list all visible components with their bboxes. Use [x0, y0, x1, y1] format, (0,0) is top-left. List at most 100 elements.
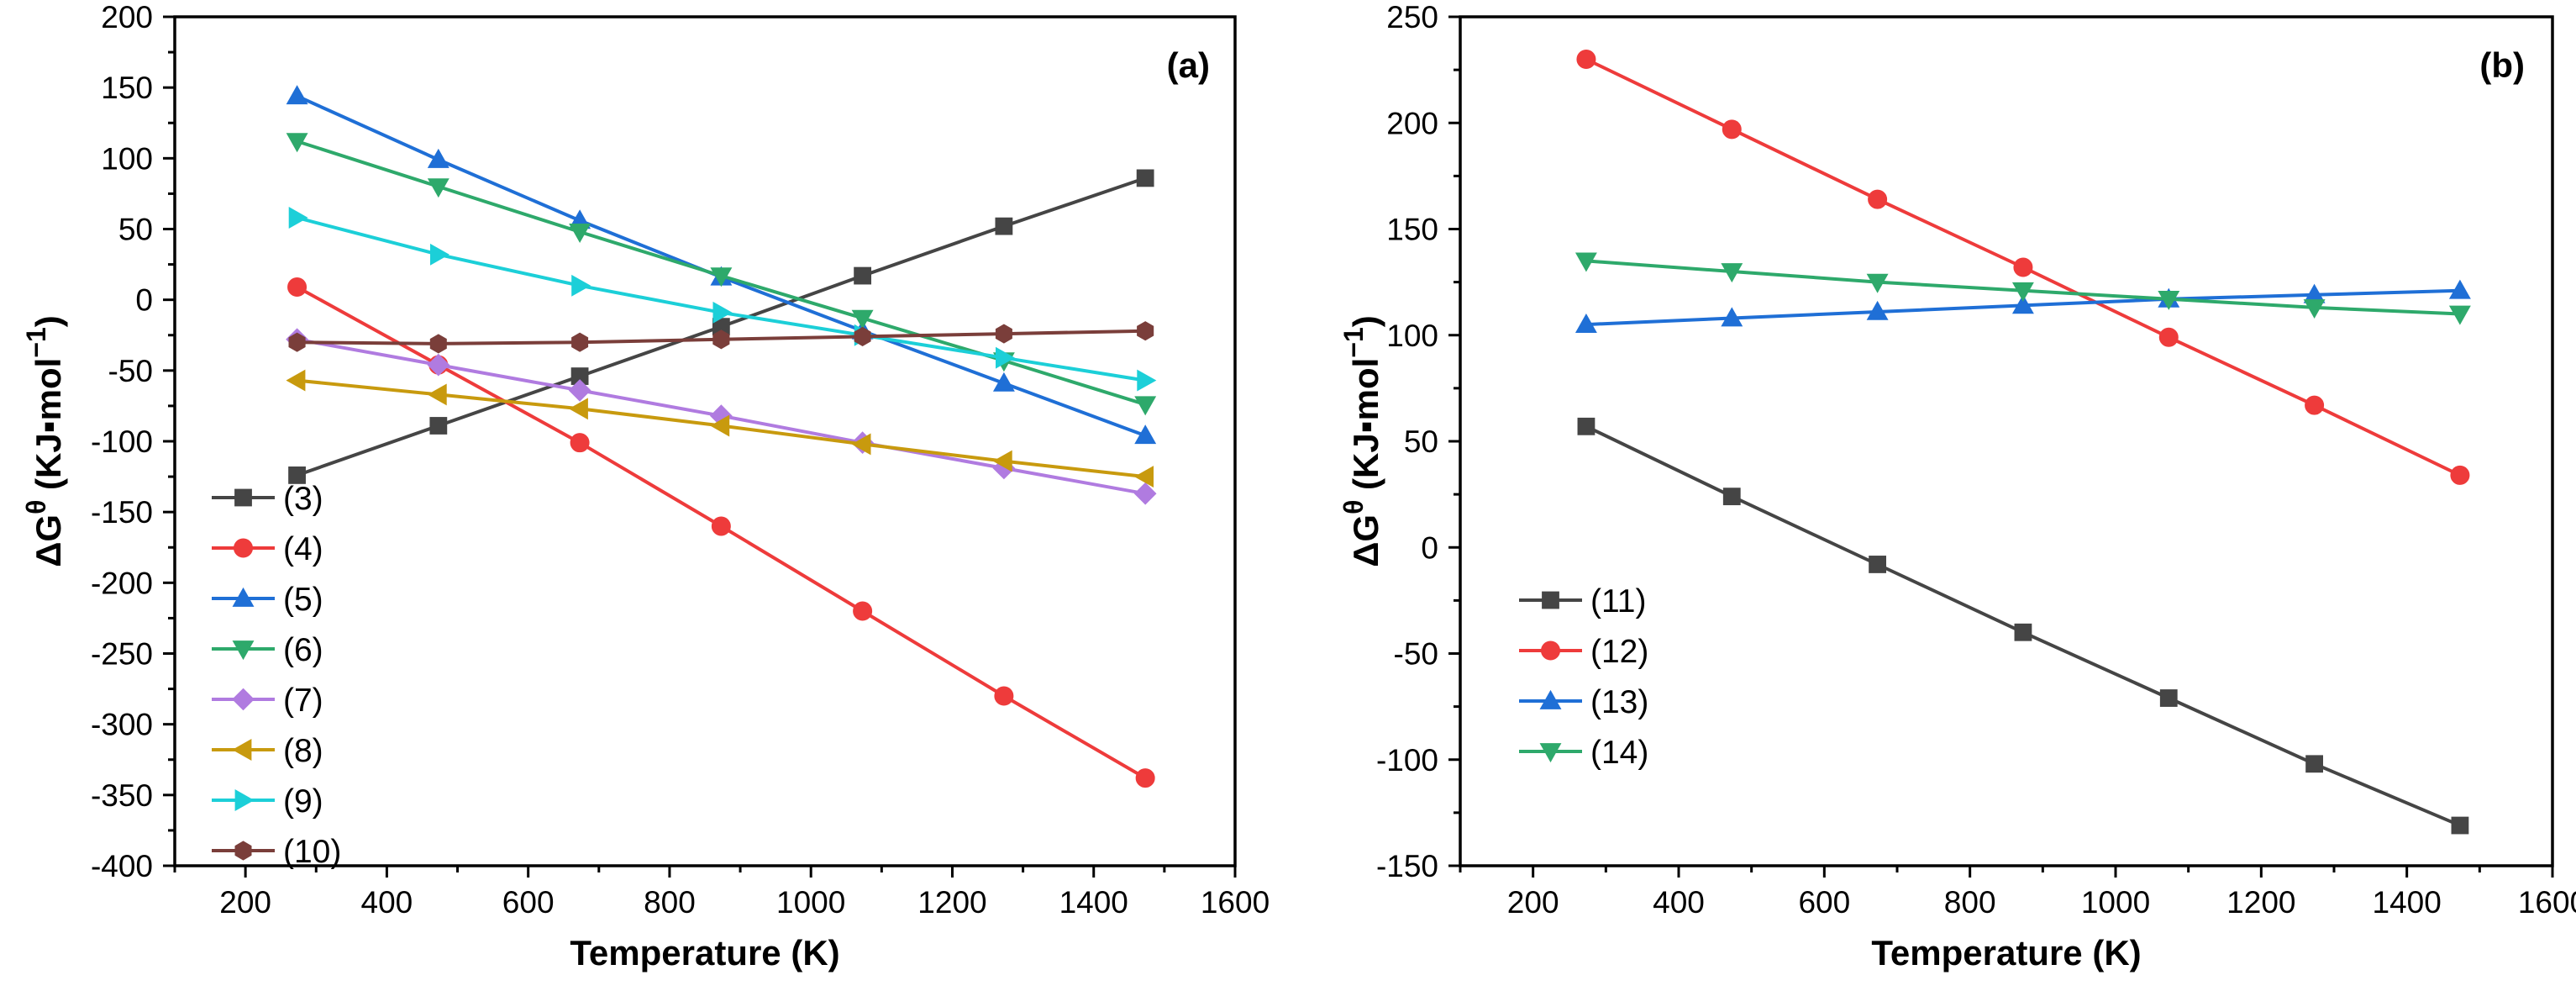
y-axis-title-units-sup: −1 [21, 327, 51, 357]
data-point [710, 267, 733, 287]
data-point [2450, 465, 2470, 485]
data-point [2448, 305, 2471, 325]
legend-label: (5) [283, 582, 323, 618]
data-point [1868, 189, 1888, 209]
legend-marker [232, 688, 255, 711]
data-point [1135, 768, 1155, 788]
x-tick-label: 200 [219, 885, 271, 920]
legend-label: (14) [1590, 735, 1648, 771]
x-tick-label: 200 [1507, 885, 1559, 920]
y-tick-label: 100 [101, 141, 153, 176]
data-point [2303, 299, 2326, 319]
panel-label: (a) [1167, 45, 1210, 85]
x-tick-label: 600 [1798, 885, 1850, 920]
y-tick-label: -100 [91, 424, 153, 459]
data-point [568, 398, 588, 420]
series-5 [286, 85, 1157, 445]
legend: (3) (4) (5) (6) (7) (8) (9) (10) [212, 481, 341, 870]
data-point [995, 324, 1012, 344]
data-point [570, 433, 590, 453]
x-axis-title: Temperature (K) [1871, 933, 2141, 973]
legend-label: (7) [283, 683, 323, 719]
data-point [992, 372, 1015, 392]
series-3 [288, 169, 1154, 484]
x-tick-label: 400 [1653, 885, 1705, 920]
data-point [571, 274, 591, 297]
data-point [429, 334, 447, 354]
data-point [851, 433, 871, 456]
y-axis-title-base: ΔG [1346, 514, 1385, 567]
data-point [995, 217, 1013, 235]
data-point [2305, 755, 2323, 773]
legend-marker [234, 789, 255, 811]
y-tick-label: 200 [1386, 106, 1438, 140]
series-12 [1576, 50, 2470, 485]
data-point [1866, 300, 1889, 320]
x-tick-label: 800 [644, 885, 696, 920]
legend-label: (3) [283, 481, 323, 517]
x-tick-label: 1400 [2373, 885, 2442, 920]
y-tick-label: 50 [118, 213, 153, 247]
legend-label: (6) [283, 632, 323, 668]
data-point [286, 85, 308, 105]
y-tick-label: 150 [1386, 213, 1438, 247]
data-point [1722, 488, 1741, 506]
data-point [711, 516, 731, 536]
data-point [712, 301, 733, 324]
y-tick-label: 150 [101, 71, 153, 105]
data-point [1134, 466, 1154, 488]
data-point [1136, 169, 1154, 187]
data-point [427, 178, 449, 198]
data-point [1866, 273, 1889, 293]
x-tick-label: 1600 [2518, 885, 2576, 920]
series-10 [288, 321, 1154, 354]
data-point [2011, 282, 2034, 302]
series-9 [288, 207, 1157, 392]
data-point [853, 601, 873, 621]
y-axis-title-close: ) [1346, 315, 1385, 327]
data-point [287, 277, 308, 298]
y-tick-label: -150 [1376, 849, 1438, 883]
data-point [288, 332, 306, 352]
x-tick-label: 1600 [1201, 885, 1270, 920]
y-tick-label: -150 [91, 495, 153, 530]
data-point [2448, 279, 2471, 299]
data-point [1137, 369, 1157, 392]
y-axis-title-units: (KJ▪mol [1346, 358, 1385, 500]
legend-marker [1539, 743, 1562, 763]
data-point [994, 686, 1014, 706]
data-point [854, 266, 872, 285]
y-tick-label: -400 [91, 849, 153, 883]
y-tick-label: 200 [101, 0, 153, 34]
data-point [2013, 257, 2033, 277]
y-tick-label: -50 [1394, 637, 1438, 672]
x-tick-label: 600 [502, 885, 555, 920]
data-point [1577, 417, 1596, 435]
data-point [710, 414, 730, 437]
y-axis-title-units: (KJ▪mol [29, 358, 68, 500]
legend-label: (4) [283, 531, 323, 567]
x-tick-label: 1000 [776, 885, 845, 920]
x-tick-label: 1200 [917, 885, 986, 920]
y-tick-label: 100 [1386, 319, 1438, 353]
data-point [1575, 252, 1597, 272]
y-axis-title-close: ) [29, 315, 68, 327]
y-axis-title-units-sup: −1 [1338, 327, 1369, 357]
y-axis-title: ΔGθ (KJ▪mol−1) [21, 315, 68, 567]
data-point [1576, 50, 1596, 69]
legend-label: (9) [283, 783, 323, 820]
legend-label: (12) [1590, 634, 1648, 670]
y-tick-label: 0 [1421, 530, 1438, 565]
y-axis-title-sup: θ [21, 500, 51, 514]
data-point [568, 379, 591, 402]
x-tick-label: 800 [1944, 885, 1996, 920]
series-4 [287, 277, 1155, 788]
y-axis-title-sup: θ [1338, 500, 1369, 514]
data-point [286, 369, 306, 392]
series-14 [1575, 252, 2471, 325]
data-point [2011, 294, 2034, 314]
y-tick-label: -350 [91, 778, 153, 813]
data-point [1134, 396, 1157, 416]
x-tick-label: 1400 [1059, 885, 1128, 920]
